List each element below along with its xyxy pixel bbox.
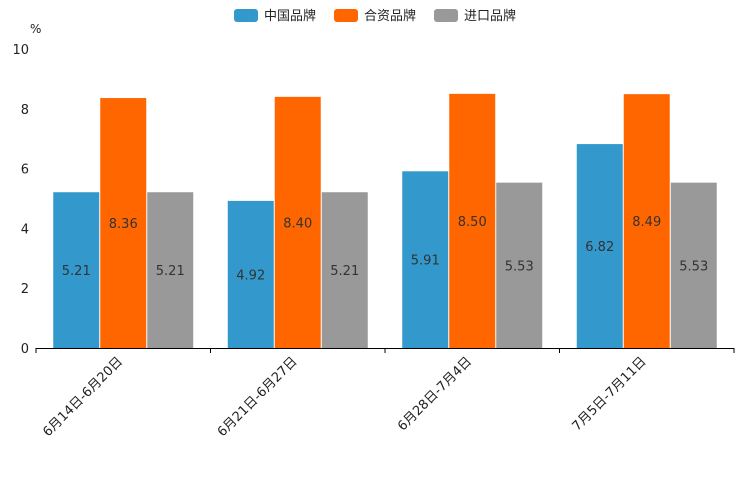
bar-2-4 [623, 94, 670, 348]
bar-1-1 [53, 192, 100, 348]
bars: 5.21 8.36 5.21 4.92 8.40 5.21 5.91 8.50 5.53 6.82… [53, 93, 717, 348]
bar-3-1 [147, 192, 194, 348]
data-label-3-3: 5.53 [505, 259, 534, 274]
legend: 中国品牌 合资品牌 进口品牌 [234, 8, 516, 24]
legend-label-2: 合资品牌 [364, 8, 416, 24]
bar-2-2 [274, 96, 321, 348]
data-label-1-3: 5.91 [411, 254, 440, 269]
legend-swatch-2 [334, 9, 358, 22]
y-unit-label: % [30, 22, 41, 36]
bar-3-4 [670, 182, 717, 348]
data-label-2-3: 8.50 [458, 215, 487, 230]
bar-2-3 [449, 93, 496, 348]
y-tick-label-10: 10 [12, 43, 29, 58]
data-label-3-1: 5.21 [156, 264, 185, 279]
bar-1-2 [227, 200, 274, 348]
legend-label-3: 进口品牌 [464, 8, 516, 24]
x-tick-label-1: 6月14日-6月20日 [40, 354, 126, 440]
legend-swatch-3 [434, 9, 458, 22]
data-label-3-2: 5.21 [330, 264, 359, 279]
x-tick-label-4: 7月5日-7月11日 [570, 354, 650, 434]
bar-1-4 [576, 144, 623, 348]
y-tick-label-6: 6 [21, 163, 29, 178]
legend-label-1: 中国品牌 [264, 8, 316, 24]
bar-2-1 [100, 98, 147, 348]
data-label-3-4: 5.53 [679, 259, 708, 274]
bar-3-2 [321, 192, 368, 348]
y-axis: 0 2 4 6 8 10 [12, 43, 29, 357]
x-tick-label-3: 6月28日-7月4日 [395, 354, 475, 434]
legend-swatch-1 [234, 9, 258, 22]
x-tick-label-2: 6月21日-6月27日 [215, 354, 301, 440]
data-label-2-4: 8.49 [632, 215, 661, 230]
bar-3-3 [496, 182, 543, 348]
data-label-1-4: 6.82 [585, 240, 614, 255]
y-tick-label-2: 2 [21, 282, 29, 297]
data-label-1-1: 5.21 [62, 264, 91, 279]
y-tick-label-0: 0 [21, 342, 29, 357]
data-label-2-2: 8.40 [283, 216, 312, 231]
data-label-1-2: 4.92 [236, 268, 265, 283]
y-tick-label-8: 8 [21, 103, 29, 118]
data-label-2-1: 8.36 [109, 217, 138, 232]
bar-1-3 [402, 171, 449, 348]
x-axis: 6月14日-6月20日 6月21日-6月27日 6月28日-7月4日 7月5日-7月1… [35, 348, 735, 440]
y-tick-label-4: 4 [21, 222, 29, 237]
